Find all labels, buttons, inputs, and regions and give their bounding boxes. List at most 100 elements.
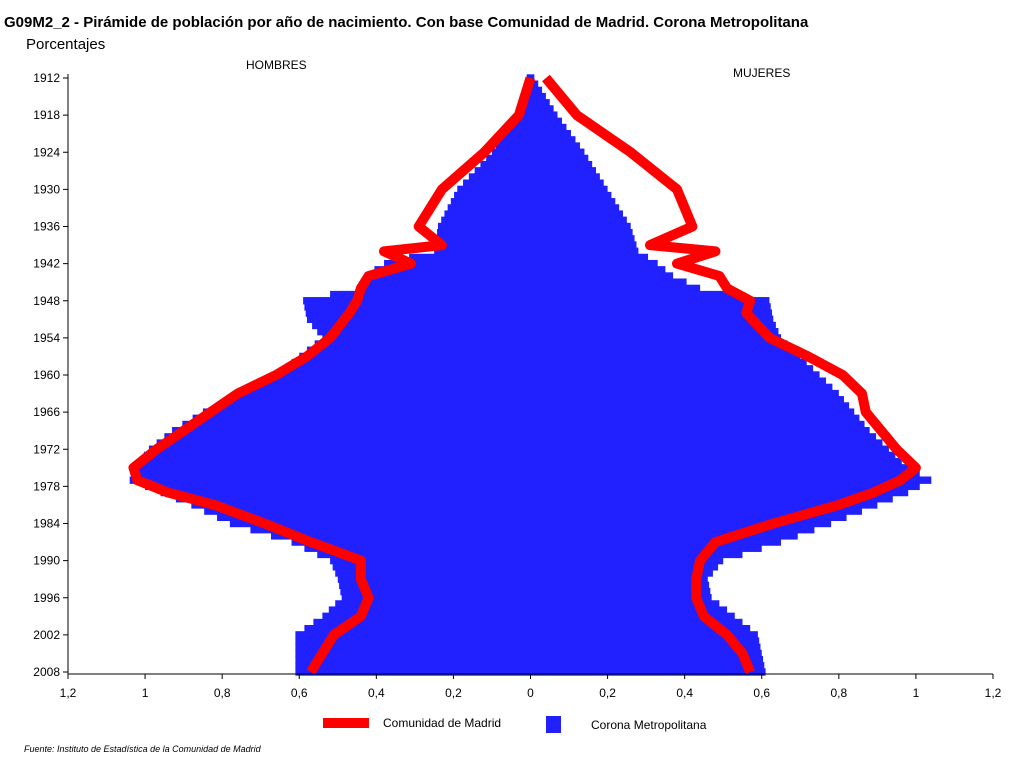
corona-bar-2001: [304, 624, 751, 633]
corona-bar-1976: [131, 470, 920, 478]
corona-bar-1949: [304, 303, 771, 311]
corona-bar-1963: [241, 389, 839, 398]
x-tick-label: 0: [527, 686, 534, 700]
y-tick-label: 1966: [33, 405, 60, 419]
corona-bar-1992: [335, 569, 713, 577]
corona-bar-1974: [138, 457, 902, 466]
corona-bar-1959: [283, 365, 814, 373]
corona-bar-1975: [133, 464, 909, 472]
corona-bar-1935: [441, 216, 627, 225]
corona-bar-1948: [303, 297, 770, 305]
corona-bar-1968: [182, 420, 865, 429]
corona-bar-2005: [295, 649, 762, 658]
corona-bar-1929: [463, 179, 604, 187]
corona-bar-1982: [204, 507, 862, 515]
y-tick-label: 1996: [33, 591, 60, 605]
men-label: HOMBRES: [246, 58, 307, 72]
corona-bar-1967: [192, 414, 860, 423]
corona-bar-1972: [148, 445, 889, 453]
corona-bar-1989: [317, 550, 743, 559]
corona-bar-1950: [305, 309, 773, 317]
legend-swatch-comunidad: [323, 718, 369, 728]
corona-bar-1923: [495, 142, 580, 150]
y-tick-label: 2002: [33, 628, 60, 642]
legend-label-corona: Corona Metropolitana: [591, 717, 707, 732]
corona-bar-2003: [295, 637, 760, 645]
corona-bar-1993: [337, 575, 708, 583]
legend-swatch-corona: [546, 716, 561, 733]
source-note: Fuente: Instituto de Estadística de la C…: [24, 744, 261, 754]
x-tick-label: 1,2: [985, 686, 1002, 700]
corona-bar-1946: [357, 284, 701, 293]
corona-bar-1998: [328, 606, 728, 614]
y-tick-label: 1930: [33, 182, 60, 196]
corona-bar-1960: [276, 371, 820, 379]
y-tick-label: 1936: [33, 220, 60, 234]
corona-bar-1944: [364, 272, 674, 280]
x-tick-label: 1: [913, 686, 920, 700]
x-tick-label: 1,2: [60, 686, 77, 700]
y-tick-label: 1918: [33, 108, 60, 122]
corona-bar-1952: [312, 321, 776, 330]
corona-bar-1943: [374, 266, 666, 274]
comunidad-line-men: [128, 76, 536, 675]
corona-bar-1961: [264, 377, 826, 385]
corona-bar-1983: [217, 513, 847, 522]
comunidad-line-women: [542, 74, 921, 674]
chart-title: G09M2_2 - Pirámide de población por año …: [4, 14, 809, 31]
x-tick-label: 0,2: [599, 686, 616, 700]
corona-bar-1965: [215, 402, 850, 410]
y-tick-label: 1990: [33, 554, 60, 568]
corona-bar-1932: [450, 198, 616, 206]
corona-bar-2008: [295, 668, 766, 676]
corona-bar-1978: [145, 482, 920, 491]
corona-bar-1951: [306, 315, 774, 324]
corona-bar-1999: [322, 612, 735, 621]
corona-bar-1940: [434, 247, 639, 255]
corona-bar-1994: [339, 581, 710, 590]
legend-item-corona: Corona Metropolitana: [546, 716, 706, 733]
corona-bar-1920: [507, 123, 567, 132]
y-tick-label: 1978: [33, 479, 60, 493]
x-tick-label: 0,6: [753, 686, 770, 700]
corona-bar-2007: [295, 662, 765, 670]
corona-bar-1953: [317, 327, 779, 336]
corona-bar-1955: [314, 340, 788, 348]
corona-bar-1980: [175, 495, 893, 503]
corona-bar-1938: [436, 235, 635, 243]
x-tick-label: 0,6: [291, 686, 308, 700]
corona-bar-1984: [229, 519, 832, 528]
corona-bar-2002: [295, 631, 758, 639]
corona-bar-1954: [322, 334, 782, 342]
corona-bar-1927: [474, 167, 597, 175]
corona-bar-1956: [306, 346, 794, 354]
corona-bar-1986: [270, 532, 798, 540]
y-tick-label: 1984: [33, 517, 60, 531]
corona-bar-1987: [291, 538, 782, 546]
corona-bar-1918: [515, 111, 558, 119]
corona-bar-1917: [517, 105, 554, 113]
corona-bar-1931: [454, 191, 612, 200]
corona-bar-1958: [291, 358, 807, 367]
x-tick-label: 0,8: [830, 686, 847, 700]
y-tick-label: 2008: [33, 665, 60, 679]
y-tick-label: 1960: [33, 368, 60, 382]
corona-bar-1977: [129, 476, 932, 484]
x-tick-label: 0,4: [676, 686, 693, 700]
corona-bar-1985: [250, 525, 815, 534]
x-tick-label: 1: [142, 686, 149, 700]
corona-bar-1981: [191, 501, 878, 509]
corona-bar-2000: [313, 618, 743, 627]
corona-bar-1979: [160, 488, 909, 497]
corona-bar-1990: [330, 556, 724, 565]
corona-bar-1914: [522, 86, 543, 95]
x-tick-label: 0,2: [445, 686, 462, 700]
women-label: MUJERES: [733, 66, 791, 80]
corona-bar-1969: [172, 426, 870, 435]
corona-bar-1937: [437, 228, 633, 237]
corona-bar-1957: [299, 352, 801, 361]
chart-subtitle: Porcentajes: [26, 36, 106, 53]
corona-bar-1925: [486, 154, 589, 163]
corona-bar-1988: [304, 544, 762, 552]
